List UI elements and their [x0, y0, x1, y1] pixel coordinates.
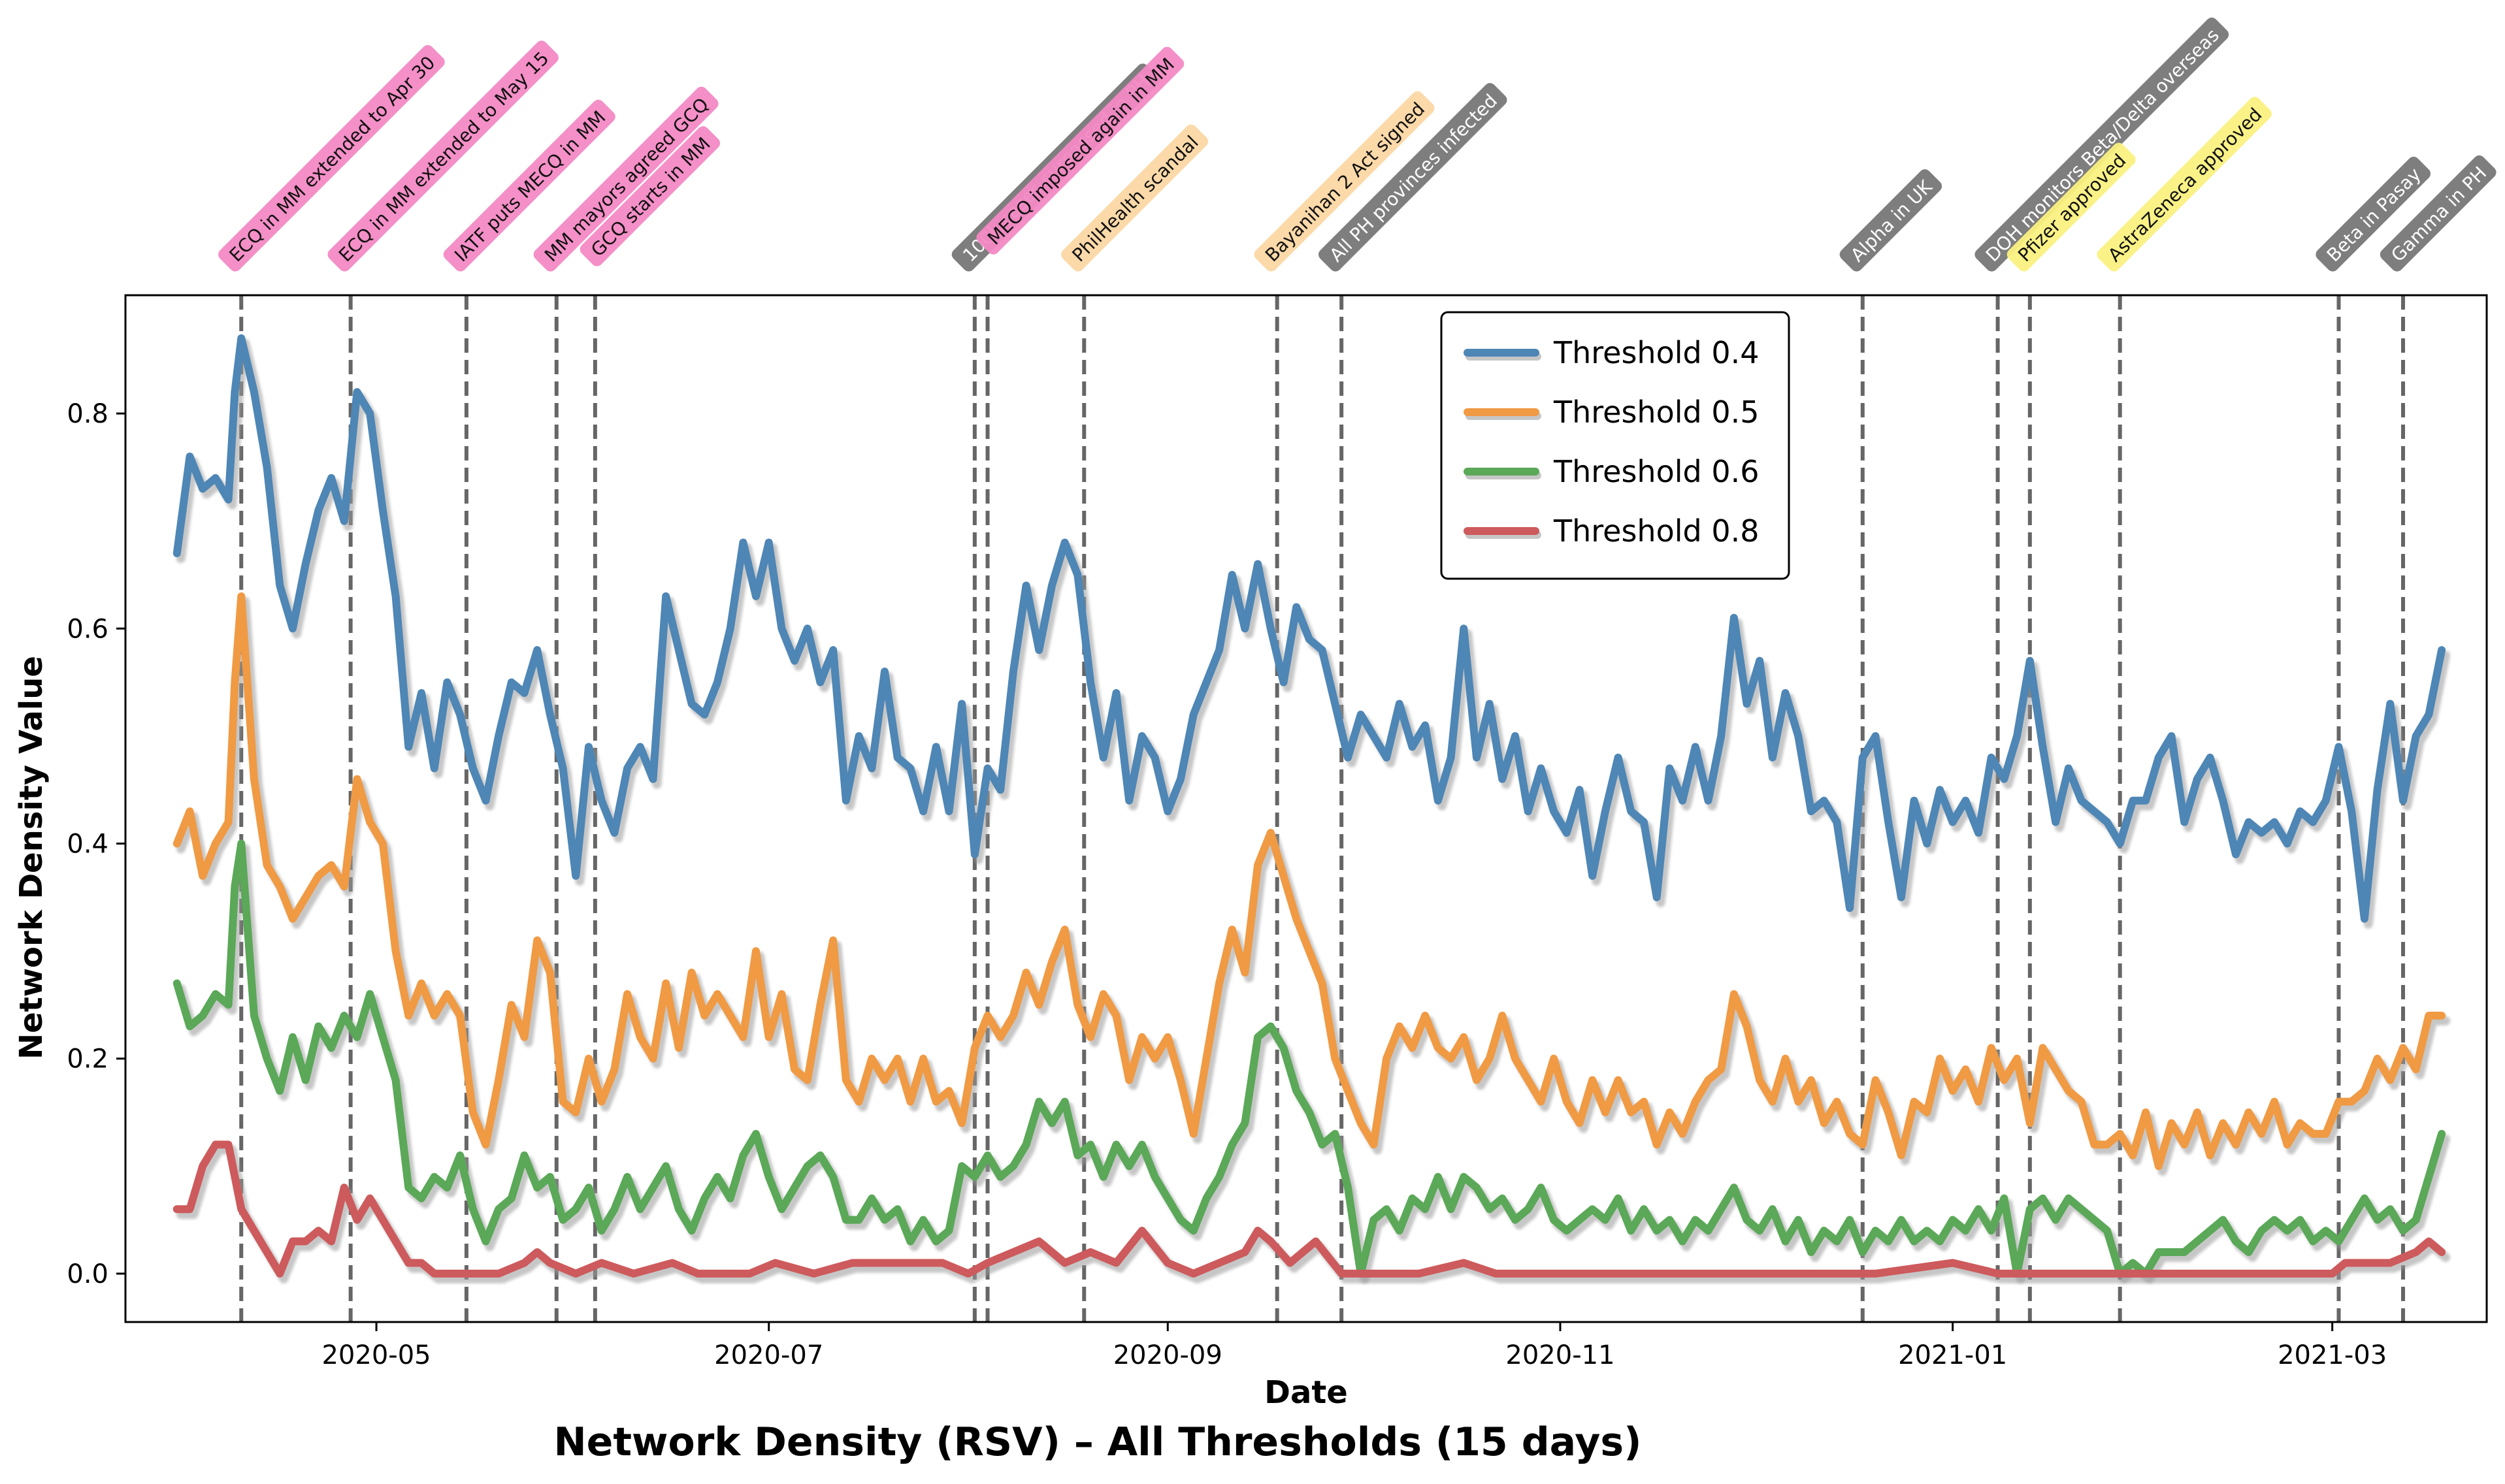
event-label: MECQ imposed again in MM [976, 46, 1185, 255]
series-lines [172, 334, 2451, 1283]
event-label-text: MECQ imposed again in MM [983, 54, 1179, 249]
y-tick-label: 0.2 [67, 1044, 108, 1074]
event-label-text: DOH monitors Beta/Delta overseas [1982, 24, 2223, 266]
event-label-box [1061, 124, 1209, 272]
event-label-box [218, 44, 445, 272]
legend-label: Threshold 0.6 [1553, 454, 1759, 489]
series-shadow [176, 338, 2451, 929]
x-tick-label: 2020-11 [1505, 1340, 1614, 1370]
event-label-text: MM mayors agreed GCQ [540, 93, 713, 266]
plot-area-frame [124, 294, 2488, 1323]
axes: 2020-05 2020-07 2020-09 2020-11 2021-01 2021-… [67, 399, 2387, 1370]
event-label-box [2006, 142, 2136, 272]
x-tick-label: 2021-01 [1898, 1340, 2007, 1370]
legend-label: Threshold 0.4 [1553, 335, 1759, 370]
legend-label: Threshold 0.5 [1553, 395, 1759, 430]
series-line [172, 1140, 2446, 1278]
event-label: Gamma in PH [2380, 155, 2497, 272]
x-axis-label: Date [1264, 1374, 1348, 1411]
x-tick-label: 2020-05 [321, 1340, 431, 1370]
event-label: ECQ in MM extended to May 15 [327, 40, 559, 272]
event-label: MM mayors agreed GCQ [533, 86, 719, 272]
event-label-box [2097, 97, 2272, 272]
event-label-box [443, 99, 615, 272]
event-label-box [1254, 91, 1435, 272]
y-tick-label: 0.4 [67, 829, 108, 859]
event-label-box [1974, 17, 2229, 272]
series-line [172, 592, 2446, 1170]
y-tick-label: 0.6 [67, 614, 108, 644]
event-label-text: Alpha in UK [1846, 176, 1937, 266]
event-label-box [2380, 155, 2497, 272]
x-tick-label: 2021-03 [2278, 1340, 2387, 1370]
event-label-box [1839, 169, 1942, 272]
chart-title: Network Density (RSV) – All Thresholds (… [553, 1419, 1641, 1465]
x-tick-label: 2020-09 [1113, 1340, 1222, 1370]
event-label-box [1318, 83, 1507, 272]
event-label-box [580, 126, 721, 266]
series-line [172, 839, 2446, 1278]
x-tick-label: 2020-07 [714, 1340, 823, 1370]
event-label-text: ECQ in MM extended to May 15 [335, 48, 553, 266]
event-label-box [2316, 156, 2431, 272]
y-tick-label: 0.0 [67, 1259, 108, 1289]
event-label-box [327, 40, 559, 272]
legend-label: Threshold 0.8 [1553, 513, 1759, 549]
legend-box [1440, 311, 1790, 580]
y-tick-label: 0.8 [67, 399, 108, 429]
series-line [172, 334, 2446, 923]
event-label-box [976, 46, 1185, 255]
event-label-box [533, 86, 719, 272]
y-axis-label: Network Density Value [13, 656, 50, 1059]
event-label: Alpha in UK [1839, 169, 1942, 272]
event-label: Beta in Pasay [2316, 156, 2431, 272]
event-label: DOH monitors Beta/Delta overseas [1974, 17, 2229, 272]
event-label: ECQ in MM extended to Apr 30 [218, 44, 445, 272]
legend: Threshold 0.4 Threshold 0.5 Threshold 0.6 T… [1440, 311, 1790, 580]
event-label-text: ECQ in MM extended to Apr 30 [225, 52, 440, 266]
series-shadow [176, 844, 2451, 1283]
